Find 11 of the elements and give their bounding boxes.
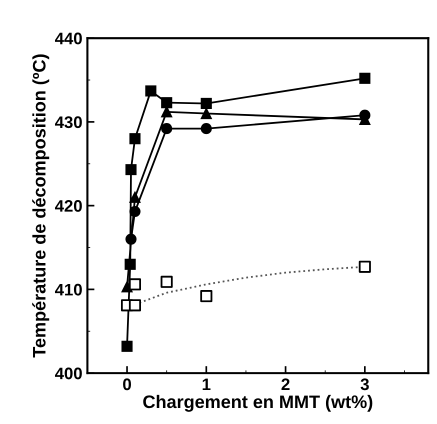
y-tick-label: 430	[54, 116, 82, 128]
y-axis-title: Température de décomposition (ºC)	[32, 54, 50, 358]
y-tick-label: 440	[54, 32, 82, 44]
y-tick-label: 410	[54, 284, 82, 296]
x-tick-label: 1	[202, 378, 210, 390]
x-tick-label: 3	[360, 378, 369, 390]
y-tick-label: 400	[54, 368, 82, 380]
y-tick-label: 420	[54, 200, 82, 212]
x-tick-label: 0	[123, 378, 131, 390]
x-axis-title: Chargement en MMT (wt%)	[143, 394, 372, 412]
x-tick-label: 2	[282, 378, 290, 390]
